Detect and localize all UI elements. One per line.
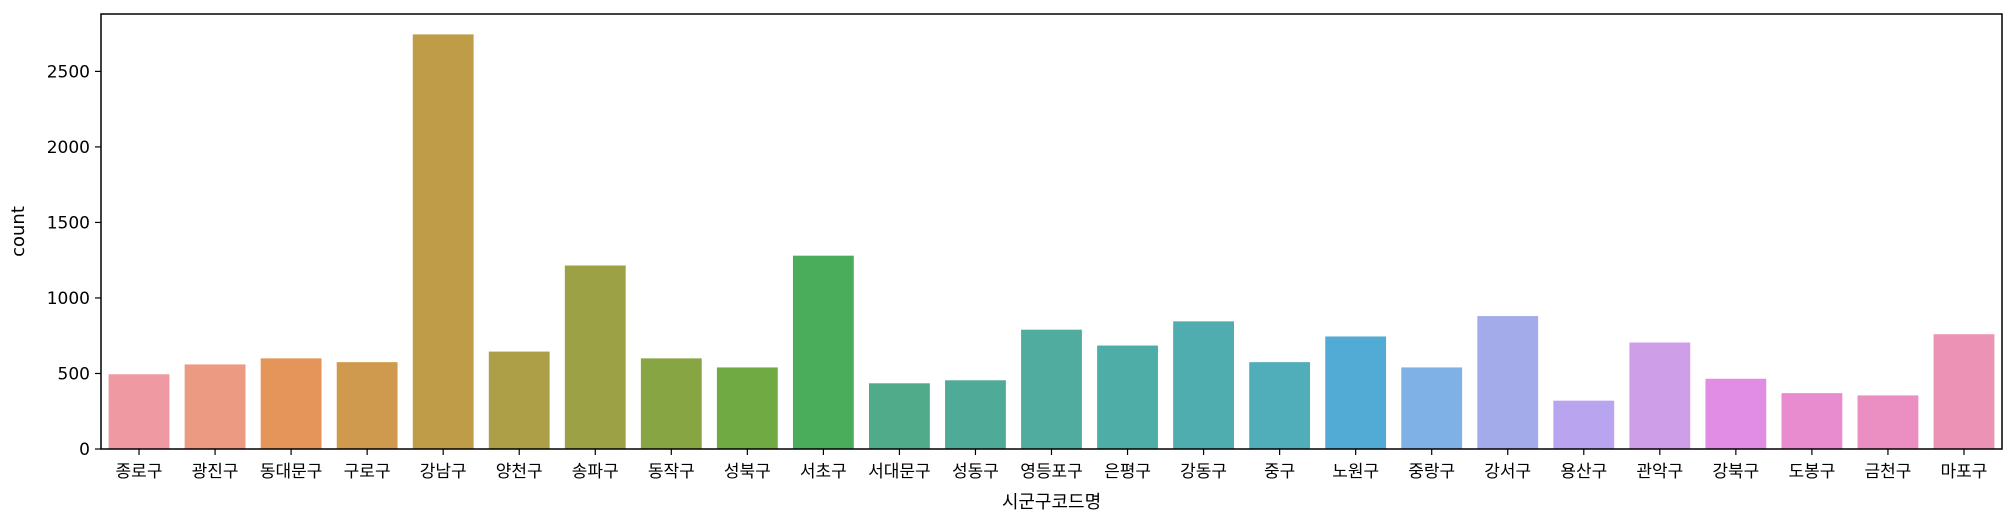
bar-16 bbox=[1249, 362, 1311, 449]
x-tick-label: 동대문구 bbox=[260, 462, 323, 482]
x-tick-label: 금천구 bbox=[1864, 462, 1911, 482]
bar-20 bbox=[1553, 400, 1615, 449]
bars-group bbox=[108, 34, 1995, 449]
bar-1 bbox=[108, 374, 170, 449]
x-tick-label: 은평구 bbox=[1104, 462, 1151, 482]
x-tick-label: 성동구 bbox=[952, 462, 999, 482]
x-tick-label: 영등포구 bbox=[1020, 462, 1083, 482]
bar-25 bbox=[1933, 334, 1995, 449]
x-tick-label: 서초구 bbox=[800, 462, 847, 482]
x-tick-label: 도봉구 bbox=[1788, 462, 1835, 482]
y-axis-label: count bbox=[8, 206, 29, 257]
x-tick-label: 종로구 bbox=[116, 462, 163, 482]
y-tick-label: 500 bbox=[58, 364, 90, 384]
bar-4 bbox=[336, 362, 398, 449]
bar-13 bbox=[1021, 329, 1082, 449]
bar-19 bbox=[1477, 316, 1539, 449]
bar-9 bbox=[716, 367, 778, 449]
bar-22 bbox=[1705, 378, 1767, 449]
x-tick-label: 중구 bbox=[1264, 462, 1295, 482]
y-axis-ticks: 0 500 1000 1500 2000 2500 bbox=[47, 62, 101, 460]
x-tick-label: 강동구 bbox=[1180, 462, 1227, 482]
x-tick-label: 강북구 bbox=[1712, 462, 1759, 482]
bar-23 bbox=[1781, 393, 1843, 449]
bar-7 bbox=[564, 265, 626, 449]
bar-2 bbox=[184, 364, 246, 449]
x-tick-label: 노원구 bbox=[1332, 462, 1379, 482]
bar-21 bbox=[1629, 342, 1691, 449]
bar-8 bbox=[640, 358, 702, 449]
bar-12 bbox=[945, 380, 1006, 449]
plot-frame bbox=[100, 13, 2003, 450]
y-tick-label: 1000 bbox=[47, 289, 90, 309]
x-tick-label: 관악구 bbox=[1636, 462, 1683, 482]
x-axis-label: 시군구코드명 bbox=[1002, 492, 1101, 513]
x-tick-label: 강남구 bbox=[420, 462, 467, 482]
x-tick-label: 강서구 bbox=[1484, 462, 1531, 482]
bar-24 bbox=[1857, 395, 1919, 449]
x-tick-label: 양천구 bbox=[496, 462, 543, 482]
x-tick-label: 용산구 bbox=[1560, 462, 1607, 482]
x-tick-label: 광진구 bbox=[192, 462, 239, 482]
x-tick-label: 송파구 bbox=[572, 462, 619, 482]
bar-17 bbox=[1325, 336, 1387, 449]
y-tick-label: 2500 bbox=[47, 62, 90, 82]
x-tick-label: 성북구 bbox=[724, 462, 771, 482]
bar-11 bbox=[869, 383, 930, 449]
x-tick-label: 서대문구 bbox=[868, 462, 931, 482]
x-tick-label: 구로구 bbox=[344, 462, 391, 482]
bar-5 bbox=[412, 34, 474, 449]
x-tick-label: 마포구 bbox=[1941, 462, 1988, 482]
y-tick-label: 2000 bbox=[47, 138, 90, 158]
y-tick-label: 0 bbox=[79, 440, 90, 460]
bar-10 bbox=[792, 255, 854, 449]
bar-14 bbox=[1097, 345, 1158, 449]
bar-6 bbox=[488, 351, 550, 449]
bar-15 bbox=[1173, 321, 1234, 449]
x-tick-label: 동작구 bbox=[648, 462, 695, 482]
x-tick-label: 중랑구 bbox=[1408, 462, 1455, 482]
x-axis-ticks: 종로구 광진구 동대문구 구로구 강남구 양천구 송파구 동작구 성북구 서초구 서대문구 성동구 영등… bbox=[116, 449, 1988, 482]
bar-18 bbox=[1401, 367, 1463, 449]
bar-3 bbox=[260, 358, 322, 449]
y-tick-label: 1500 bbox=[47, 213, 90, 233]
